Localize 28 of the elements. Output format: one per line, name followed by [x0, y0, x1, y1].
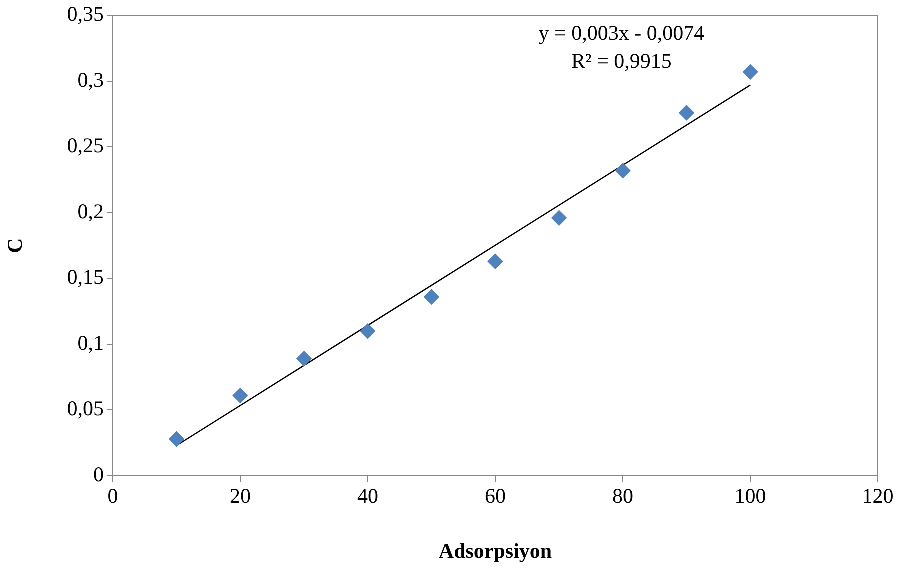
y-tick-label: 0,1	[78, 330, 104, 355]
x-tick-label: 120	[862, 484, 894, 508]
x-tick-label: 40	[358, 484, 378, 508]
point	[552, 210, 567, 226]
x-tick-label: 100	[734, 484, 766, 508]
point	[488, 254, 504, 270]
x-tick-label: 60	[485, 484, 506, 508]
x-axis-title: Adsorpsiyon	[438, 538, 552, 563]
point	[615, 163, 631, 178]
point	[679, 105, 694, 121]
y-tick-label: 0	[94, 462, 104, 487]
x-tick-label: 20	[230, 484, 251, 508]
y-axis-title: C	[3, 238, 28, 254]
annotation: y = 0,003x - 0,0074	[538, 21, 706, 46]
annotation: R² = 0,9915	[572, 49, 672, 74]
point	[232, 388, 248, 404]
y-tick-label: 0,2	[78, 199, 104, 224]
point	[360, 324, 376, 339]
y-tick-label: 0,35	[67, 2, 104, 26]
y-tick-label: 0,15	[67, 265, 104, 290]
y-tick-label: 0,25	[67, 134, 104, 158]
point	[169, 432, 184, 447]
point	[742, 64, 758, 80]
y-tick-label: 0,3	[78, 68, 104, 92]
point	[296, 351, 312, 367]
y-tick-label: 0,05	[67, 396, 104, 421]
point	[424, 289, 440, 305]
x-tick-label: 80	[612, 484, 634, 508]
